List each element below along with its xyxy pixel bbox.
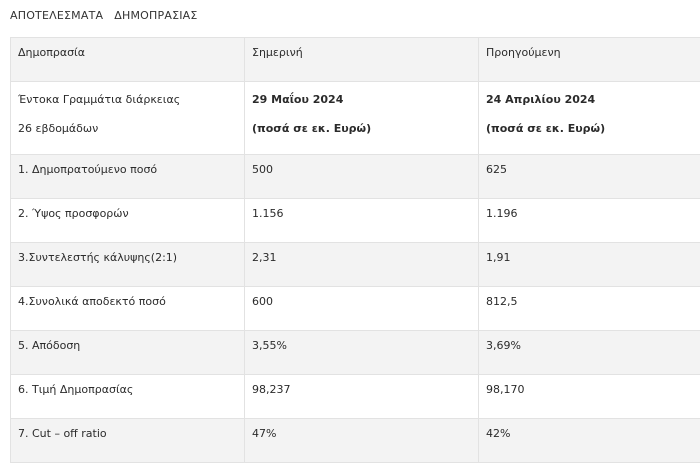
instrument-name: Έντοκα Γραμμάτια διάρκειας [18, 93, 181, 106]
table-header-row: Δημοπρασία Σημερινή Προηγούμενη [10, 37, 700, 82]
row-label: 3.Συντελεστής κάλυψης(2:1) [10, 242, 245, 287]
current-units-note: (ποσά σε εκ. Ευρώ) [252, 122, 372, 135]
row-current-value: 600 [244, 286, 479, 331]
table-row: 6. Τιμή Δημοπρασίας 98,237 98,170 [10, 374, 700, 419]
previous-date-cell: 24 Απριλίου 2024 (ποσά σε εκ. Ευρώ) [478, 81, 700, 155]
row-current-value: 1.156 [244, 198, 479, 243]
previous-units-note: (ποσά σε εκ. Ευρώ) [486, 122, 606, 135]
row-previous-value: 1.196 [478, 198, 700, 243]
table-row: 3.Συντελεστής κάλυψης(2:1) 2,31 1,91 [10, 242, 700, 287]
row-current-value: 47% [244, 418, 479, 463]
row-label: 2. Ύψος προσφορών [10, 198, 245, 243]
row-current-value: 500 [244, 154, 479, 199]
auction-results-table: Δημοπρασία Σημερινή Προηγούμενη Έντοκα Γ… [10, 37, 700, 463]
table-subheader-row: Έντοκα Γραμμάτια διάρκειας 26 εβδομάδων … [10, 81, 700, 155]
row-previous-value: 625 [478, 154, 700, 199]
row-label: 4.Συνολικά αποδεκτό ποσό [10, 286, 245, 331]
table-row: 2. Ύψος προσφορών 1.156 1.196 [10, 198, 700, 243]
row-label: 5. Απόδοση [10, 330, 245, 375]
table-row: 1. Δημοπρατούμενο ποσό 500 625 [10, 154, 700, 199]
row-current-value: 98,237 [244, 374, 479, 419]
header-cell-current: Σημερινή [244, 37, 479, 82]
table-row: 7. Cut – off ratio 47% 42% [10, 418, 700, 463]
previous-auction-date: 24 Απριλίου 2024 [486, 93, 596, 106]
row-current-value: 3,55% [244, 330, 479, 375]
row-label: 1. Δημοπρατούμενο ποσό [10, 154, 245, 199]
row-label: 7. Cut – off ratio [10, 418, 245, 463]
current-date-cell: 29 Μαΐου 2024 (ποσά σε εκ. Ευρώ) [244, 81, 479, 155]
row-label: 6. Τιμή Δημοπρασίας [10, 374, 245, 419]
row-previous-value: 3,69% [478, 330, 700, 375]
page-title: ΑΠΟΤΕΛΕΣΜΑΤΑ ΔΗΜΟΠΡΑΣΙΑΣ [10, 9, 198, 22]
header-cell-auction: Δημοπρασία [10, 37, 245, 82]
row-previous-value: 98,170 [478, 374, 700, 419]
current-auction-date: 29 Μαΐου 2024 [252, 93, 344, 106]
row-previous-value: 1,91 [478, 242, 700, 287]
instrument-cell: Έντοκα Γραμμάτια διάρκειας 26 εβδομάδων [10, 81, 245, 155]
row-previous-value: 42% [478, 418, 700, 463]
table-row: 5. Απόδοση 3,55% 3,69% [10, 330, 700, 375]
table-row: 4.Συνολικά αποδεκτό ποσό 600 812,5 [10, 286, 700, 331]
row-previous-value: 812,5 [478, 286, 700, 331]
header-cell-previous: Προηγούμενη [478, 37, 700, 82]
instrument-duration: 26 εβδομάδων [18, 122, 99, 135]
row-current-value: 2,31 [244, 242, 479, 287]
